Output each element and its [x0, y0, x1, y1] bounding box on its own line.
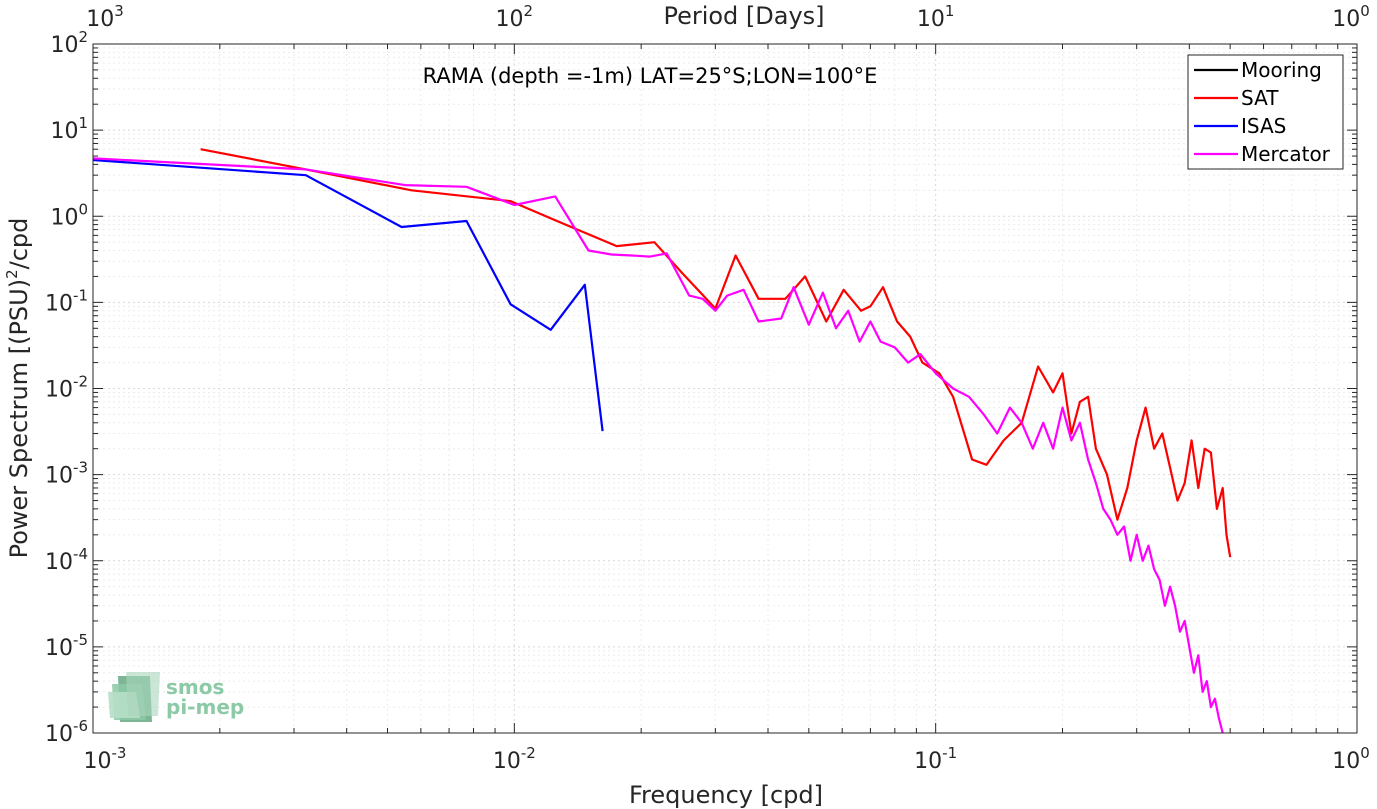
x-tick-label-text: 10-1: [914, 744, 957, 774]
y-tick-label-exponent: -5: [73, 631, 88, 649]
x-tick-label: 10-2: [493, 744, 536, 774]
y-tick-label-base: 10: [50, 119, 78, 144]
y-tick-label-text: 102: [50, 28, 88, 58]
y-tick-label-text: 100: [50, 200, 88, 230]
series-lines: [92, 148, 1232, 734]
top-tick-label-exponent: 2: [524, 2, 534, 20]
y-tick-label-base: 10: [50, 33, 78, 58]
top-tick-label: 102: [496, 2, 534, 32]
y-axis-label-superscript: 2: [3, 269, 21, 279]
y-axis-label: Power Spectrum [(PSU)2/cpd: [3, 218, 33, 559]
y-tick-label: 10-2: [45, 373, 88, 403]
x-axis-label: Frequency [cpd]: [629, 781, 823, 809]
smos-pi-mep-logo: smos pi-mep: [108, 672, 244, 722]
top-tick-label: 101: [917, 2, 955, 32]
legend-item-sat: SAT: [1194, 86, 1279, 110]
y-tick-label-exponent: -6: [73, 717, 88, 735]
y-tick-label: 10-6: [45, 717, 88, 747]
legend-item-mercator: Mercator: [1194, 142, 1331, 166]
y-tick-label-text: 10-4: [45, 545, 88, 575]
y-tick-label-exponent: -3: [73, 459, 88, 477]
top-tick-label-base: 10: [496, 7, 524, 32]
x-tick-label-base: 10: [493, 749, 521, 774]
y-tick-label: 10-1: [45, 286, 88, 316]
y-tick-label-exponent: 2: [78, 28, 88, 46]
legend-item-mooring: Mooring: [1194, 58, 1322, 82]
top-tick-label: 103: [86, 2, 124, 32]
y-tick-label-base: 10: [45, 464, 73, 489]
y-axis-label-main: Power Spectrum [(PSU): [5, 279, 33, 558]
y-tick-label-text: 10-6: [45, 717, 88, 747]
y-tick-label: 10-4: [45, 545, 88, 575]
y-tick-label: 10-5: [45, 631, 88, 661]
y-tick-label-exponent: -4: [73, 545, 88, 563]
y-tick-label-base: 10: [45, 550, 73, 575]
x-tick-label-exponent: -3: [112, 744, 127, 762]
legend: Mooring SAT ISAS Mercator: [1187, 54, 1344, 170]
x-tick-label-text: 100: [1332, 744, 1370, 774]
y-tick-label-text: 10-3: [45, 459, 88, 489]
y-tick-label-exponent: -2: [73, 373, 88, 391]
series-line-mercator: [92, 157, 1224, 734]
x-tick-label: 10-1: [914, 744, 957, 774]
x-tick-label: 10-3: [84, 744, 127, 774]
series-line-isas: [92, 158, 604, 432]
logo-emblem-icon: [108, 672, 160, 722]
logo-line2: pi-mep: [166, 695, 244, 719]
y-tick-label-base: 10: [50, 205, 78, 230]
top-tick-label-base: 10: [86, 7, 114, 32]
legend-label: ISAS: [1241, 114, 1286, 138]
y-tick-label-text: 10-2: [45, 373, 88, 403]
y-tick-label-base: 10: [45, 291, 73, 316]
top-tick-label-exponent: 1: [945, 2, 955, 20]
x-tick-label-exponent: -1: [942, 744, 957, 762]
top-tick-label-text: 103: [86, 2, 124, 32]
y-tick-label-base: 10: [45, 636, 73, 661]
top-tick-label-text: 100: [1332, 2, 1370, 32]
y-tick-label: 101: [50, 114, 88, 144]
y-tick-label: 100: [50, 200, 88, 230]
x-tick-label-base: 10: [914, 749, 942, 774]
series-line-sat: [200, 148, 1232, 558]
y-tick-label-text: 10-1: [45, 286, 88, 316]
legend-item-isas: ISAS: [1194, 114, 1286, 138]
x-tick-label-exponent: 0: [1360, 744, 1370, 762]
y-tick-label: 10-3: [45, 459, 88, 489]
grid: [92, 43, 1358, 734]
y-axis-label-suffix: /cpd: [5, 218, 33, 270]
top-tick-label-text: 101: [917, 2, 955, 32]
top-tick-label-text: 102: [496, 2, 534, 32]
legend-box: [1187, 54, 1344, 170]
y-tick-label-exponent: 1: [78, 114, 88, 132]
y-tick-label-base: 10: [45, 722, 73, 747]
y-tick-label-text: 101: [50, 114, 88, 144]
y-tick-label-exponent: 0: [78, 200, 88, 218]
top-tick-label-exponent: 3: [114, 2, 124, 20]
legend-label: SAT: [1241, 86, 1279, 110]
top-tick-label-exponent: 0: [1360, 2, 1370, 20]
x-tick-label-exponent: -2: [521, 744, 536, 762]
x-tick-label-base: 10: [1332, 749, 1360, 774]
chart-title: RAMA (depth =-1m) LAT=25°S;LON=100°E: [423, 64, 878, 88]
top-tick-label: 100: [1332, 2, 1370, 32]
top-tick-label-base: 10: [1332, 7, 1360, 32]
x-tick-label-text: 10-3: [84, 744, 127, 774]
tick-marks: [92, 43, 1358, 734]
y-tick-label-exponent: -1: [73, 286, 88, 304]
legend-label: Mercator: [1241, 142, 1331, 166]
top-tick-label-base: 10: [917, 7, 945, 32]
y-tick-label-text: 10-5: [45, 631, 88, 661]
legend-label: Mooring: [1241, 58, 1322, 82]
y-tick-label: 102: [50, 28, 88, 58]
x-tick-label-base: 10: [84, 749, 112, 774]
y-tick-label-base: 10: [45, 378, 73, 403]
top-axis-label: Period [Days]: [663, 2, 824, 30]
logo-line1: smos: [166, 675, 224, 699]
x-tick-label-text: 10-2: [493, 744, 536, 774]
x-tick-label: 100: [1332, 744, 1370, 774]
